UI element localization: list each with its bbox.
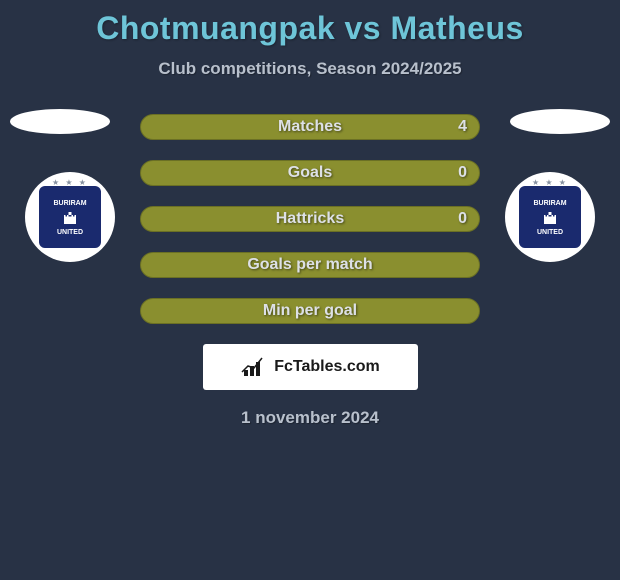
stat-label: Min per goal bbox=[263, 302, 357, 320]
stat-row-matches: Matches 4 bbox=[140, 114, 480, 140]
stat-row-hattricks: Hattricks 0 bbox=[140, 206, 480, 232]
stat-label: Goals bbox=[288, 164, 332, 182]
footer-date: 1 november 2024 bbox=[0, 408, 620, 428]
badge-stars-icon: ★ ★ ★ bbox=[532, 178, 568, 187]
badge-text-bottom: UNITED bbox=[537, 229, 563, 236]
badge-text-bottom: UNITED bbox=[57, 229, 83, 236]
stat-label: Hattricks bbox=[276, 210, 344, 228]
badge-stars-icon: ★ ★ ★ bbox=[52, 178, 88, 187]
stat-row-goals-per-match: Goals per match bbox=[140, 252, 480, 278]
stat-row-min-per-goal: Min per goal bbox=[140, 298, 480, 324]
avatar-placeholder-left bbox=[10, 109, 110, 134]
castle-icon bbox=[541, 209, 559, 227]
stat-value-right: 4 bbox=[458, 118, 467, 136]
page-subtitle: Club competitions, Season 2024/2025 bbox=[0, 59, 620, 79]
logo-text: FcTables.com bbox=[274, 358, 380, 376]
club-badge-right: ★ ★ ★ BURIRAM UNITED bbox=[505, 172, 595, 262]
badge-inner-left: ★ ★ ★ BURIRAM UNITED bbox=[39, 186, 101, 248]
stat-label: Goals per match bbox=[247, 256, 372, 274]
content-area: ★ ★ ★ BURIRAM UNITED ★ ★ ★ BURIRAM UNITE… bbox=[0, 114, 620, 428]
stat-row-goals: Goals 0 bbox=[140, 160, 480, 186]
badge-text-top: BURIRAM bbox=[53, 200, 86, 207]
stat-bars: Matches 4 Goals 0 Hattricks 0 Goals per … bbox=[140, 114, 480, 324]
stat-value-right: 0 bbox=[458, 164, 467, 182]
bar-chart-icon bbox=[240, 356, 268, 378]
badge-inner-right: ★ ★ ★ BURIRAM UNITED bbox=[519, 186, 581, 248]
avatar-placeholder-right bbox=[510, 109, 610, 134]
branding-logo: FcTables.com bbox=[203, 344, 418, 390]
castle-icon bbox=[61, 209, 79, 227]
badge-text-top: BURIRAM bbox=[533, 200, 566, 207]
club-badge-left: ★ ★ ★ BURIRAM UNITED bbox=[25, 172, 115, 262]
stat-value-right: 0 bbox=[458, 210, 467, 228]
page-title: Chotmuangpak vs Matheus bbox=[0, 0, 620, 47]
stat-label: Matches bbox=[278, 118, 342, 136]
